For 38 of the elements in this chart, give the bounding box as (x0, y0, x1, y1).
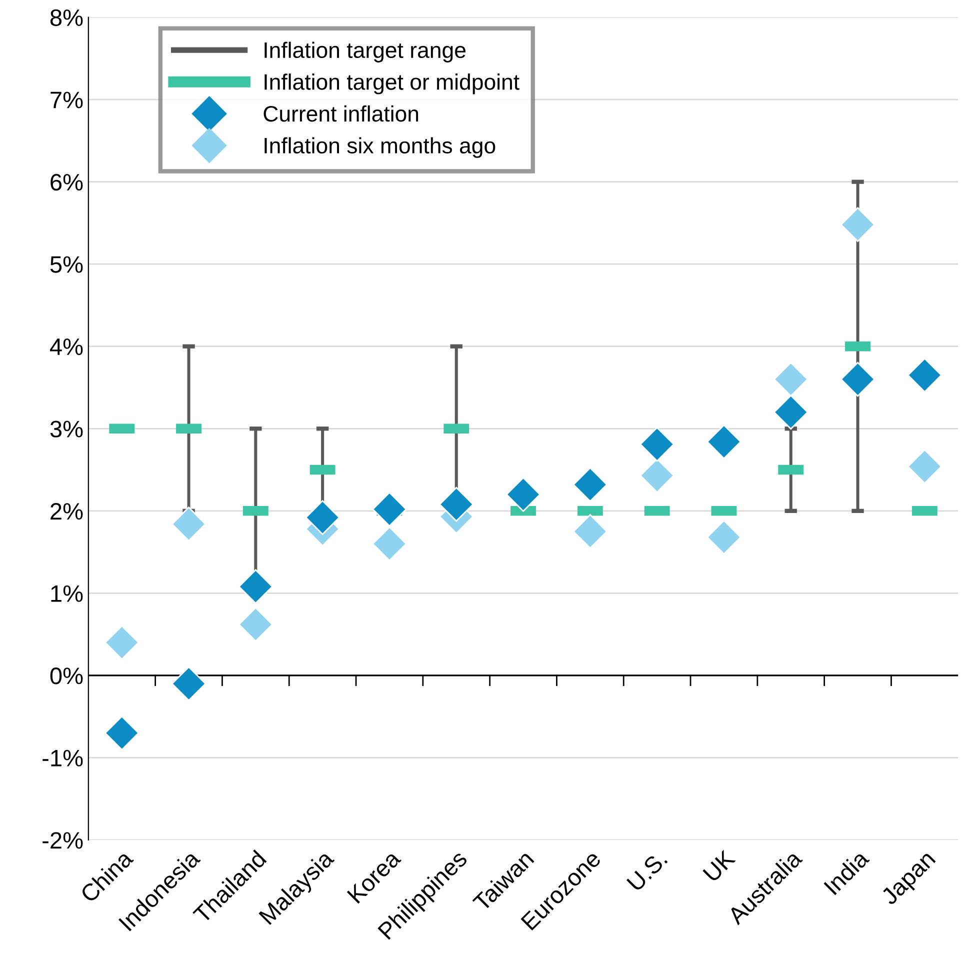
point (572, 514, 608, 549)
y-tick-label: 5% (50, 256, 83, 273)
point (171, 666, 206, 702)
legend-label: Inflation target or midpoint (264, 74, 520, 94)
point (840, 207, 876, 242)
point (640, 426, 674, 462)
y-tick-label: 3% (50, 420, 83, 438)
point (372, 526, 407, 562)
y-tick-label: -2% (42, 832, 83, 849)
point (104, 625, 140, 660)
y-tick-label: 0% (50, 668, 83, 684)
point (572, 467, 608, 502)
point (840, 362, 876, 397)
point (506, 477, 541, 512)
point (372, 492, 407, 527)
point (907, 358, 942, 393)
point (305, 500, 340, 535)
legend-label: Inflation six months ago (264, 137, 496, 158)
point (706, 424, 742, 460)
y-tick-label: -1% (42, 750, 83, 766)
point (706, 520, 742, 555)
point (438, 486, 474, 522)
legend-label: Inflation target range (264, 42, 466, 62)
y-tick-label: 4% (50, 338, 83, 356)
y-tick-label: 2% (50, 502, 83, 520)
point (171, 506, 206, 542)
y-tick-label: 8% (50, 9, 83, 26)
y-tick-label: 6% (50, 174, 83, 191)
x-tick-label: U.S. (626, 850, 668, 892)
point (907, 449, 942, 484)
y-tick-label: 1% (51, 585, 83, 602)
point (773, 394, 808, 430)
y-tick-label: 7% (50, 92, 83, 108)
point (238, 607, 274, 642)
point (773, 362, 808, 397)
legend-label: Current inflation (264, 105, 418, 122)
point (238, 569, 274, 604)
point (104, 716, 140, 750)
